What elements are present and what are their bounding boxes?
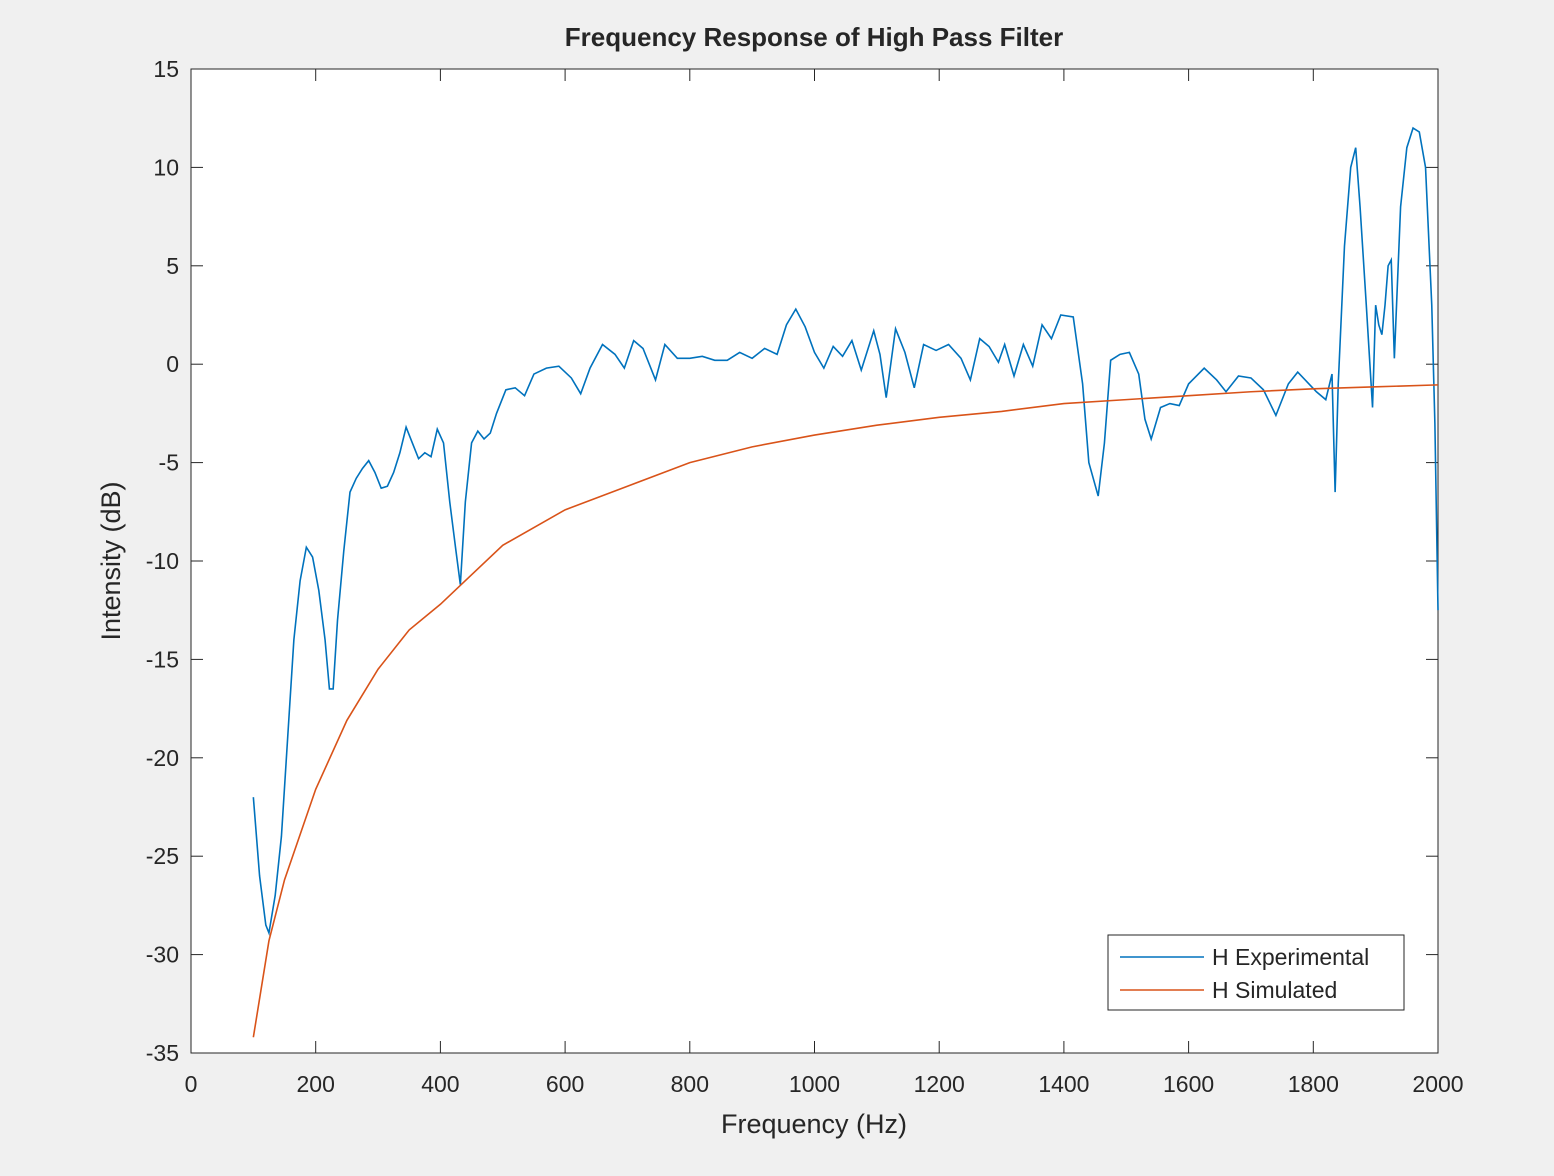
y-tick-label: 15: [153, 56, 179, 82]
x-tick-label: 2000: [1412, 1071, 1463, 1097]
y-tick-label: 10: [153, 154, 179, 180]
x-tick-label: 1800: [1288, 1071, 1339, 1097]
x-tick-label: 800: [671, 1071, 709, 1097]
legend-box: [1107, 934, 1405, 1011]
x-tick-label: 1000: [789, 1071, 840, 1097]
x-tick-label: 1200: [914, 1071, 965, 1097]
y-tick-label: 5: [166, 253, 179, 279]
data-line: [252, 126, 1439, 936]
x-tick-label: 1400: [1038, 1071, 1089, 1097]
y-tick-label: -25: [146, 843, 179, 869]
legend-label: H Simulated: [1212, 977, 1337, 1003]
y-tick-label: -5: [159, 450, 179, 476]
axes-box: [190, 68, 1439, 1054]
x-axis-label: Frequency (Hz): [721, 1109, 907, 1139]
x-tick-label: 600: [546, 1071, 584, 1097]
x-tick-label: 1600: [1163, 1071, 1214, 1097]
y-axis-label: Intensity (dB): [96, 481, 126, 640]
y-tick-label: -10: [146, 548, 179, 574]
x-tick-label: 400: [421, 1071, 459, 1097]
x-tick-label: 200: [297, 1071, 335, 1097]
x-tick-label: 0: [185, 1071, 198, 1097]
legend-label: H Experimental: [1212, 944, 1369, 970]
y-tick-label: 0: [166, 351, 179, 377]
y-tick-label: -15: [146, 646, 179, 672]
chart-title: Frequency Response of High Pass Filter: [565, 22, 1063, 52]
y-tick-label: -35: [146, 1040, 179, 1066]
y-tick-label: -20: [146, 745, 179, 771]
data-line: [252, 384, 1439, 1038]
y-tick-label: -30: [146, 942, 179, 968]
plot-area: [191, 69, 1438, 1053]
